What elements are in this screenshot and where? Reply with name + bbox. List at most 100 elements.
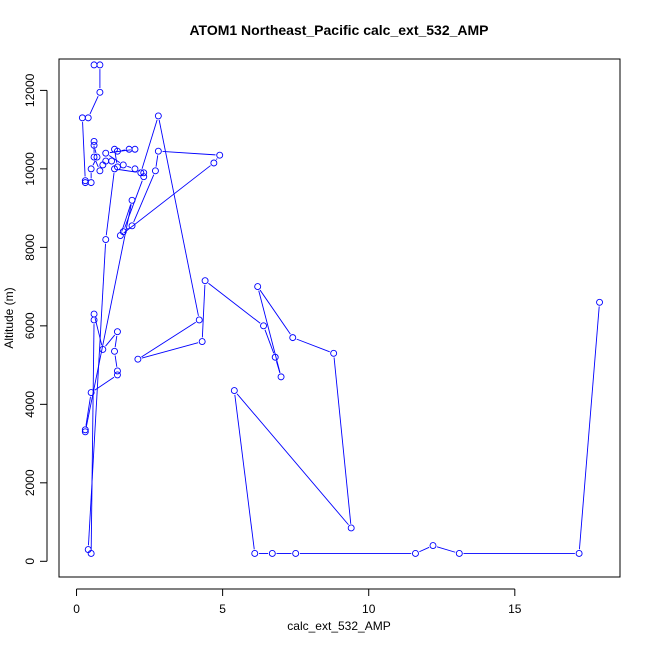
data-point [90,316,98,324]
series-segment [88,243,106,546]
data-point [131,145,139,153]
data-point [216,151,224,159]
data-point [131,165,139,173]
series-segment [82,122,86,177]
data-point [277,373,285,381]
y-tick-label: 8000 [23,234,37,261]
data-point [113,328,121,336]
data-point [116,232,124,240]
series-segment [201,284,206,338]
series-segment [90,324,95,550]
data-point [81,428,89,436]
data-point [271,353,279,361]
data-point [254,283,262,291]
series-segment [216,158,218,160]
series-segment [126,227,129,230]
series-segment [578,306,600,550]
series-segment [127,165,132,168]
data-point [128,196,136,204]
data-point [90,141,98,149]
data-point [102,149,110,157]
data-point [81,177,89,185]
data-point [111,165,118,173]
series-segment [123,165,211,234]
data-point [251,550,259,557]
data-point [99,345,107,353]
y-tick-label: 10000 [23,152,37,186]
data-point [289,334,297,342]
series-segment [264,329,275,354]
series-segment [85,396,91,426]
x-tick-label: 5 [219,602,226,616]
plot-area-frame [58,58,621,578]
data-point [347,524,355,532]
series-segment [121,204,132,232]
data-point [154,147,162,155]
data-point [93,153,101,161]
data-point [137,169,145,177]
series-segment [114,335,118,348]
data-point [412,550,419,557]
axes: 0 5 10 15 0 2000 4000 6000 8000 10000 12000 [23,73,522,616]
series-segment [94,318,103,346]
series-segment [133,174,155,223]
data-point [292,550,300,557]
series-segment [155,155,159,167]
data-point [198,338,206,345]
data-point [90,137,98,145]
series-segment [121,149,126,151]
series-segment [333,357,352,524]
series-segment [141,119,158,169]
series-segment [162,151,216,156]
series-segment [105,334,116,347]
y-tick-label: 12000 [23,73,37,107]
data-point [113,371,121,379]
series-segment [141,321,196,358]
series-segment [436,546,456,553]
data-point [210,159,218,167]
data-point [195,316,203,324]
series-segment [296,338,330,353]
series-segment [236,393,349,526]
series-segment [89,95,99,115]
data-point [455,550,463,557]
data-point [128,222,136,230]
y-tick-label: 0 [23,558,37,565]
series-segment [114,153,118,163]
data-point [96,61,104,69]
data-point [260,322,267,330]
data-series [78,61,603,557]
data-point [151,167,159,175]
series-segment [141,342,199,359]
data-point [230,387,238,395]
series-segment [208,282,261,324]
series-segment [105,172,115,236]
series-segment [108,155,121,163]
y-tick-label: 4000 [23,391,37,418]
series-segment [259,289,291,335]
data-point [154,112,162,120]
data-point [96,88,104,96]
data-point [81,426,89,434]
series-segment [94,149,97,154]
data-point [119,161,127,169]
data-point [429,542,437,550]
series-segment [258,290,281,373]
data-point [575,550,583,557]
series-segment [158,119,199,316]
data-point [96,167,104,175]
data-point [201,277,209,285]
x-tick-label: 10 [362,602,376,616]
data-point [87,179,95,187]
series-segment [92,160,96,166]
x-tick-label: 0 [73,602,80,616]
y-tick-label: 2000 [23,469,37,496]
data-point [90,153,98,161]
series-segment [94,376,115,391]
series-segment [95,160,99,168]
data-point [108,157,116,165]
data-point [330,349,338,357]
series-segment [234,394,255,550]
